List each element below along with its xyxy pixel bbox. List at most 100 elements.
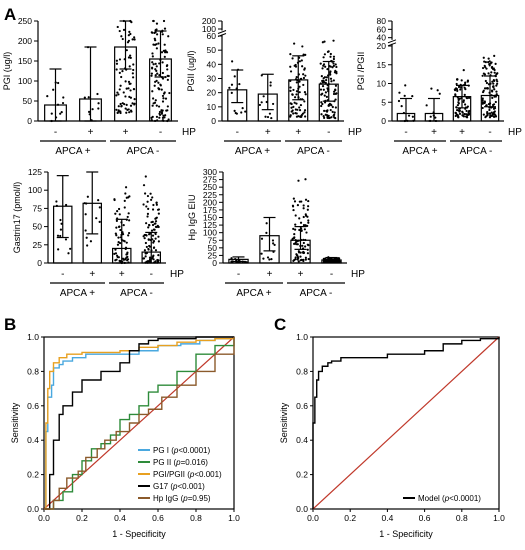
data-point [326,116,329,119]
data-point [293,200,297,203]
data-point [163,55,166,58]
y-axis-label: PGII (ug/l) [186,50,196,91]
data-point [119,260,122,263]
data-point [133,38,136,41]
data-point [161,61,164,64]
y-tick-label: 0.4 [296,435,308,445]
data-point [457,85,461,89]
data-point [457,98,460,102]
data-point [334,69,337,72]
data-point [113,252,116,256]
data-point [145,205,148,208]
data-point [85,236,88,239]
data-point [302,238,305,241]
data-point [319,62,322,65]
data-point [289,114,292,117]
legend-entry: Hp IgG (p=0.95) [153,494,211,503]
y-tick-label: 0.2 [296,470,308,480]
data-point [126,258,130,261]
data-point [123,240,126,243]
data-point [166,78,169,81]
data-point [152,102,155,105]
data-point [294,63,297,67]
data-point [492,103,496,106]
data-point [155,79,158,82]
data-point [306,243,309,246]
data-point [127,56,131,59]
data-point [151,61,154,64]
data-point [320,104,323,108]
y-tick-label: 200 [18,36,32,46]
data-point [161,100,165,103]
data-point [306,215,309,218]
data-point [155,203,158,206]
data-point [298,91,301,94]
data-point [127,261,130,264]
data-point [484,79,487,83]
y-tick-label: 1.0 [27,332,39,342]
data-point [46,95,49,98]
data-point [147,247,150,251]
y-tick-label: 200 [203,197,217,207]
data-point [144,175,147,178]
data-point [481,74,484,77]
data-point [115,62,119,65]
data-point [303,109,307,112]
data-point [329,71,332,74]
data-point [234,257,237,261]
data-point [295,81,298,84]
data-point [411,115,414,118]
data-point [144,241,147,245]
data-point [484,116,487,119]
data-point [481,102,484,105]
y-tick-label: 150 [203,213,217,223]
data-point [458,109,461,112]
data-point [321,67,324,70]
data-point [163,91,166,94]
data-point [115,68,118,71]
data-point [490,111,493,114]
data-point [160,109,163,112]
data-point [115,258,118,261]
category-label: + [89,269,95,280]
y-tick-label: 20 [207,88,217,98]
data-point [297,115,300,118]
data-point [333,111,336,114]
data-point [485,81,489,85]
data-point [304,213,307,216]
data-point [303,228,306,231]
x-tick-label: 0.2 [344,513,356,523]
data-point [132,87,136,91]
y-tick-label: 300 [203,167,217,177]
data-point [487,72,490,75]
data-point [147,226,150,229]
category-label: - [54,127,57,138]
data-point [334,84,338,87]
data-point [117,105,120,108]
hp-label: HP [351,269,365,280]
data-point [129,54,132,57]
data-point [411,95,414,98]
data-point [52,88,55,91]
y-tick-label: 0 [27,116,32,126]
data-point [304,238,307,242]
roc-curve [44,337,235,510]
data-point [155,225,158,229]
data-point [144,255,147,258]
data-point [128,82,131,86]
data-point [482,113,485,116]
data-point [457,116,460,119]
data-point [113,198,116,202]
data-point [56,103,60,106]
data-point [265,222,268,225]
data-point [332,39,335,42]
data-point [151,234,155,237]
reference-diagonal [312,336,500,510]
legend-entry: G17 (p<0.001) [153,482,205,491]
y-tick-label: 15 [377,60,387,70]
data-point [121,233,125,236]
data-point [118,88,121,91]
category-label: + [431,127,437,138]
